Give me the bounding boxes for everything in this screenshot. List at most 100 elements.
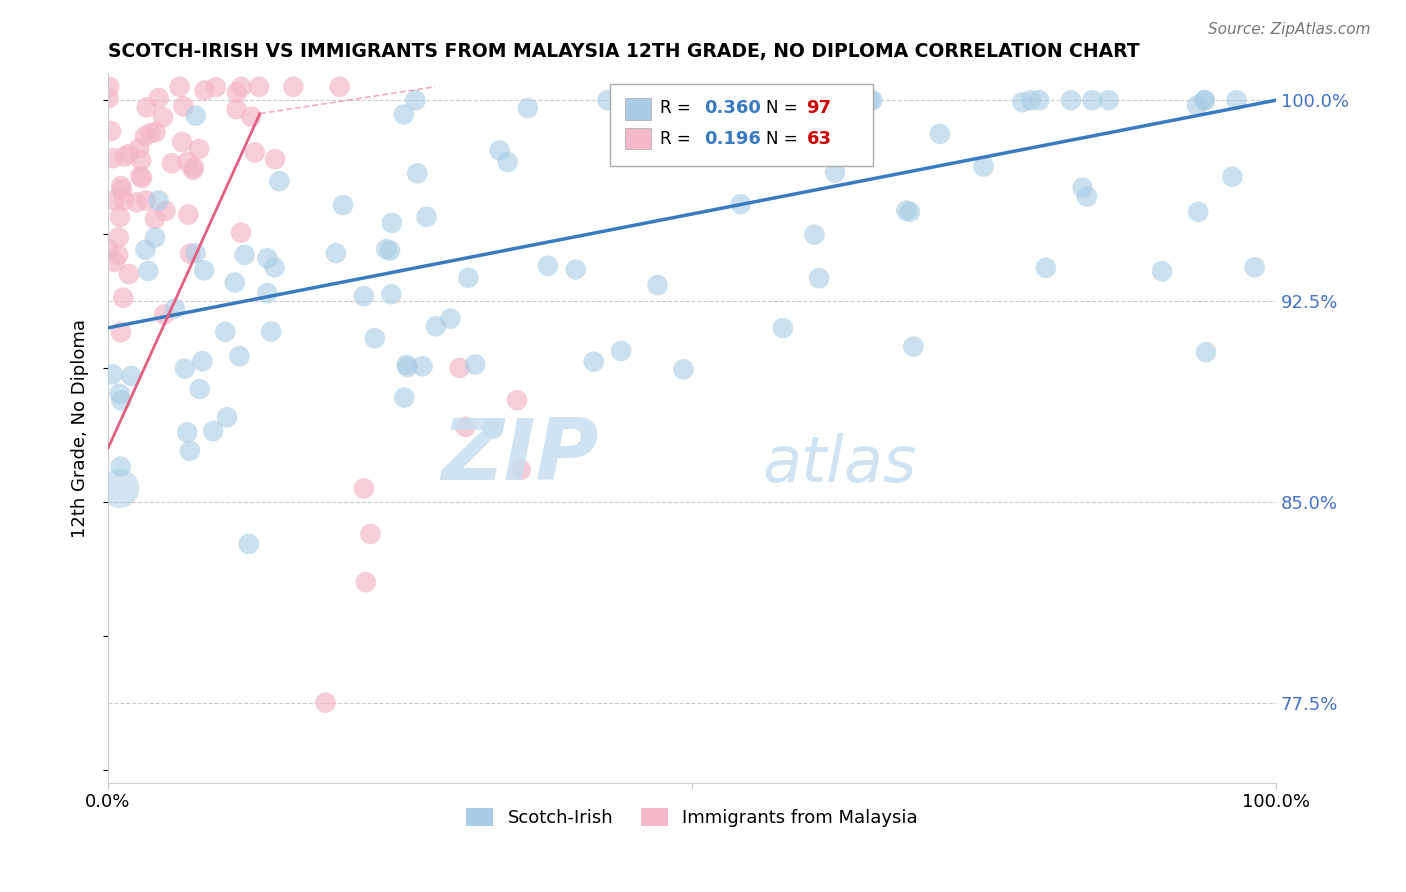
Point — [425, 319, 447, 334]
Point — [191, 354, 214, 368]
Point — [148, 91, 170, 105]
Point — [202, 424, 225, 438]
Point — [138, 264, 160, 278]
Point — [107, 248, 129, 262]
Point — [104, 255, 127, 269]
Point — [101, 368, 124, 382]
Point — [610, 343, 633, 358]
Point — [314, 696, 336, 710]
Point — [247, 79, 270, 94]
Point — [193, 83, 215, 97]
Point — [1194, 93, 1216, 107]
Text: R =: R = — [661, 99, 696, 117]
Point — [734, 138, 756, 153]
Text: ZIP: ZIP — [441, 415, 599, 498]
Point — [179, 246, 201, 260]
Legend: Scotch-Irish, Immigrants from Malaysia: Scotch-Irish, Immigrants from Malaysia — [458, 800, 925, 834]
Point — [353, 482, 375, 496]
Point — [112, 291, 135, 305]
Point — [176, 155, 198, 169]
Point — [896, 203, 918, 218]
Point — [118, 267, 141, 281]
Point — [204, 80, 226, 95]
Point — [256, 286, 278, 301]
Point — [1225, 93, 1247, 107]
Point — [110, 393, 132, 408]
Point — [188, 382, 211, 396]
Point — [381, 216, 404, 230]
Point — [228, 349, 250, 363]
Point — [134, 243, 156, 257]
Text: 63: 63 — [807, 129, 831, 148]
Point — [449, 361, 471, 376]
Point — [364, 331, 387, 345]
Point — [395, 358, 418, 372]
Point — [283, 79, 305, 94]
Point — [824, 165, 846, 179]
Point — [110, 459, 132, 474]
Point — [238, 537, 260, 551]
Point — [225, 86, 247, 100]
Point — [359, 527, 381, 541]
Bar — [626, 98, 651, 120]
Point — [97, 242, 120, 256]
Point — [264, 152, 287, 166]
Point — [143, 230, 166, 244]
Point — [184, 109, 207, 123]
Point — [516, 101, 538, 115]
Point — [118, 147, 141, 161]
Point — [412, 359, 434, 374]
Text: R =: R = — [661, 129, 696, 148]
Point — [152, 111, 174, 125]
Text: N =: N = — [765, 129, 803, 148]
Point — [103, 194, 125, 208]
Point — [179, 443, 201, 458]
Point — [231, 79, 253, 94]
Point — [184, 246, 207, 260]
Point — [128, 141, 150, 155]
Point — [163, 301, 186, 316]
Point — [612, 120, 634, 135]
Point — [748, 93, 770, 107]
Point — [125, 195, 148, 210]
Point — [214, 325, 236, 339]
Point — [173, 361, 195, 376]
Point — [1035, 260, 1057, 275]
Point — [582, 354, 605, 368]
Point — [1019, 93, 1042, 107]
Point — [325, 246, 347, 260]
Point — [862, 93, 884, 107]
Point — [537, 259, 560, 273]
Point — [153, 308, 176, 322]
Point — [110, 179, 132, 194]
Point — [353, 289, 375, 303]
Point — [225, 102, 247, 116]
Point — [1076, 189, 1098, 203]
Point — [396, 359, 419, 374]
Point — [100, 124, 122, 138]
Text: 0.360: 0.360 — [703, 99, 761, 117]
Point — [107, 230, 129, 244]
Point — [111, 183, 134, 197]
Point — [506, 393, 529, 408]
Point — [1243, 260, 1265, 275]
Point — [243, 145, 266, 160]
Point — [181, 162, 204, 177]
Point — [193, 263, 215, 277]
Point — [464, 358, 486, 372]
Point — [404, 93, 426, 107]
Point — [730, 197, 752, 211]
Point — [378, 244, 401, 258]
Point — [134, 129, 156, 144]
Point — [97, 91, 120, 105]
Point — [1011, 95, 1033, 110]
Point — [457, 270, 479, 285]
Point — [172, 99, 194, 113]
Point — [112, 193, 135, 207]
Text: SCOTCH-IRISH VS IMMIGRANTS FROM MALAYSIA 12TH GRADE, NO DIPLOMA CORRELATION CHAR: SCOTCH-IRISH VS IMMIGRANTS FROM MALAYSIA… — [108, 42, 1140, 61]
Bar — [626, 128, 651, 149]
Text: 97: 97 — [807, 99, 831, 117]
Point — [803, 227, 825, 242]
Point — [482, 421, 505, 435]
Point — [139, 126, 162, 140]
